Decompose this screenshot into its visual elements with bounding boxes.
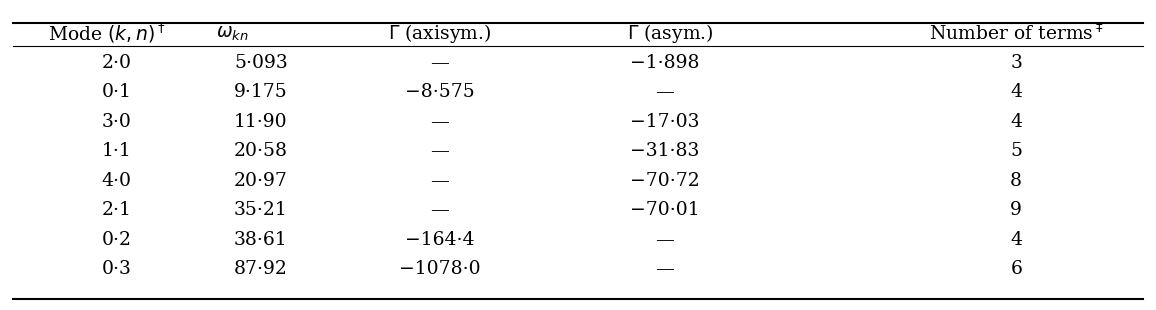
Text: 38·61: 38·61 (234, 231, 288, 249)
Text: −164·4: −164·4 (405, 231, 474, 249)
Text: 3·0: 3·0 (102, 113, 132, 131)
Text: 0·1: 0·1 (102, 83, 132, 101)
Text: 4·0: 4·0 (102, 172, 132, 190)
Text: 11·90: 11·90 (234, 113, 288, 131)
Text: —: — (430, 142, 449, 160)
Text: 2·0: 2·0 (102, 54, 132, 72)
Text: 87·92: 87·92 (234, 260, 288, 278)
Text: $\Gamma$ (axisym.): $\Gamma$ (axisym.) (388, 22, 491, 45)
Text: 0·2: 0·2 (102, 231, 132, 249)
Text: 5·093: 5·093 (234, 54, 288, 72)
Text: −1078·0: −1078·0 (399, 260, 481, 278)
Text: 4: 4 (1010, 83, 1022, 101)
Text: 3: 3 (1010, 54, 1022, 72)
Text: —: — (655, 260, 674, 278)
Text: Number of terms$^\ddagger$: Number of terms$^\ddagger$ (929, 23, 1104, 44)
Text: 9: 9 (1010, 201, 1022, 219)
Text: —: — (430, 113, 449, 131)
Text: 5: 5 (1010, 142, 1022, 160)
Text: 8: 8 (1010, 172, 1022, 190)
Text: Mode $(k, n)^\dagger$: Mode $(k, n)^\dagger$ (47, 22, 165, 45)
Text: 20·58: 20·58 (234, 142, 288, 160)
Text: −1·898: −1·898 (630, 54, 699, 72)
Text: —: — (655, 231, 674, 249)
Text: $\Gamma$ (asym.): $\Gamma$ (asym.) (627, 22, 713, 45)
Text: 6: 6 (1010, 260, 1022, 278)
Text: 0·3: 0·3 (102, 260, 132, 278)
Text: 4: 4 (1010, 231, 1022, 249)
Text: —: — (430, 54, 449, 72)
Text: −31·83: −31·83 (630, 142, 699, 160)
Text: −70·72: −70·72 (630, 172, 699, 190)
Text: $\omega_{kn}$: $\omega_{kn}$ (216, 24, 249, 43)
Text: —: — (430, 201, 449, 219)
Text: −17·03: −17·03 (630, 113, 699, 131)
Text: —: — (655, 83, 674, 101)
Text: 1·1: 1·1 (102, 142, 132, 160)
Text: 9·175: 9·175 (234, 83, 288, 101)
Text: 2·1: 2·1 (102, 201, 132, 219)
Text: 20·97: 20·97 (234, 172, 288, 190)
Text: 35·21: 35·21 (234, 201, 288, 219)
Text: —: — (430, 172, 449, 190)
Text: 4: 4 (1010, 113, 1022, 131)
Text: −8·575: −8·575 (405, 83, 474, 101)
Text: −70·01: −70·01 (630, 201, 699, 219)
